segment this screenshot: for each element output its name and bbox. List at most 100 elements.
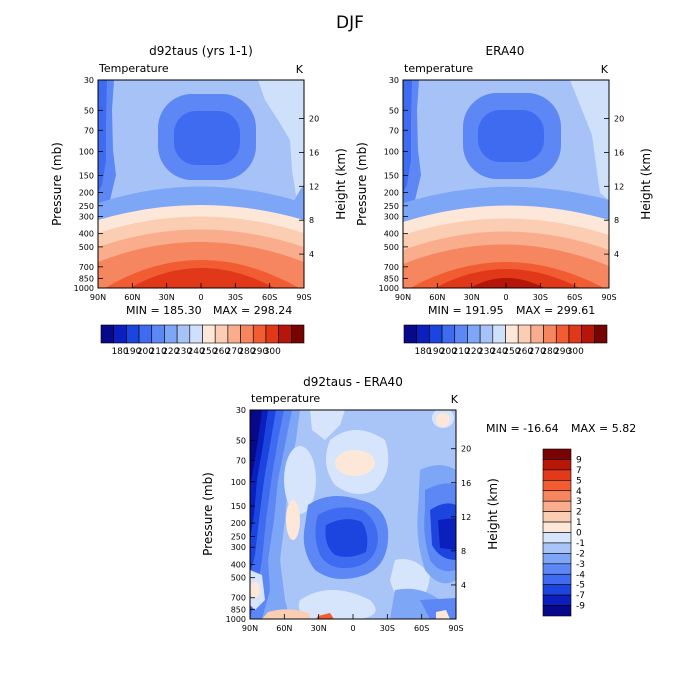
height-tick-label: 12 (614, 182, 624, 191)
panel-model-max-text: MAX = 298.24 (213, 304, 292, 317)
colorbar-label: 2 (576, 508, 582, 518)
colorbar-swatch (542, 584, 572, 596)
colorbar-swatch (113, 324, 127, 344)
pressure-tick-label: 1000 (74, 284, 94, 293)
pressure-tick-label: 400 (79, 230, 94, 239)
colorbar-label: -4 (576, 570, 585, 580)
panel-era-title: ERA40 (486, 44, 525, 58)
colorbar-label: 1 (576, 518, 582, 528)
colorbar-swatch (467, 324, 481, 344)
colorbar-swatch (429, 324, 443, 344)
latitude-tick-label: 90S (448, 624, 463, 633)
colorbar-swatch (594, 324, 608, 344)
colorbar-swatch (151, 324, 165, 344)
colorbar-label: 240 (491, 347, 508, 357)
colorbar-swatch (542, 532, 572, 544)
colorbar-swatch (265, 324, 279, 344)
height-tick-label: 4 (461, 581, 466, 590)
colorbar-label: 300 (264, 347, 281, 357)
colorbar-swatch (542, 594, 572, 606)
panel-era-contour-field (403, 80, 609, 288)
pressure-tick-label: 700 (231, 594, 246, 603)
panel-era-variable-label: temperature (404, 62, 473, 75)
colorbar-swatch (542, 469, 572, 481)
pressure-tick-label: 70 (236, 457, 246, 466)
latitude-tick-label: 60S (262, 293, 277, 302)
panel-diff: d92taus - ERA40 temperature K (201, 375, 636, 633)
panel-model-units: K (296, 63, 304, 76)
panel-era-ylabel: Pressure (mb) (355, 142, 369, 226)
panel-diff-contour-field (250, 410, 456, 619)
pressure-tick-label: 400 (384, 230, 399, 239)
height-tick-label: 16 (309, 148, 319, 157)
pressure-tick-label: 200 (384, 189, 399, 198)
latitude-tick-label: 60S (567, 293, 582, 302)
pressure-tick-label: 250 (79, 202, 94, 211)
colorbar-swatch (227, 324, 241, 344)
pressure-tick-label: 30 (236, 406, 246, 415)
colorbar-swatch (555, 324, 570, 344)
panel-diff-min-text: MIN = -16.64 (486, 422, 559, 435)
panel-diff-axes: 305070100150200250300400500700850100090N… (226, 406, 472, 633)
colorbar-label: -3 (576, 560, 585, 570)
colorbar-label: 260 (213, 347, 230, 357)
latitude-tick-label: 30S (533, 293, 548, 302)
latitude-tick-label: 90N (395, 293, 411, 302)
pressure-tick-label: 850 (79, 274, 94, 283)
pressure-tick-label: 400 (231, 560, 246, 569)
colorbar-label: 290 (251, 347, 268, 357)
colorbar-label: 230 (175, 347, 192, 357)
colorbar-swatch (542, 511, 572, 523)
colorbar-label: 5 (576, 476, 582, 486)
latitude-tick-label: 90S (296, 293, 311, 302)
colorbar-swatch (202, 324, 216, 344)
latitude-tick-label: 90N (90, 293, 106, 302)
colorbar-swatch (542, 573, 572, 585)
latitude-tick-label: 60N (429, 293, 445, 302)
panel-model-y2label: Height (km) (334, 148, 348, 219)
height-tick-label: 20 (461, 445, 471, 454)
colorbar-label: 290 (554, 347, 571, 357)
panel-diff-max-text: MAX = 5.82 (571, 422, 636, 435)
colorbar-label: 220 (465, 347, 482, 357)
panel-diff-ylabel: Pressure (mb) (201, 472, 215, 556)
colorbar-swatch (403, 324, 417, 344)
pressure-tick-label: 200 (231, 519, 246, 528)
latitude-tick-label: 60S (414, 624, 429, 633)
panel-diff-variable-label: temperature (251, 392, 320, 405)
latitude-tick-label: 30S (228, 293, 243, 302)
colorbar-swatch (517, 324, 532, 344)
colorbar-label: 230 (478, 347, 495, 357)
colorbar-swatch (581, 324, 595, 344)
colorbar-label: -9 (576, 602, 585, 612)
latitude-tick-label: 0 (503, 293, 508, 302)
pressure-tick-label: 500 (79, 243, 94, 252)
pressure-tick-label: 100 (79, 147, 94, 156)
panel-model: d92taus (yrs 1-1) Temperature K 30 50 70 10… (50, 44, 348, 357)
pressure-tick-label: 30 (84, 76, 94, 85)
pressure-tick-label: 850 (384, 274, 399, 283)
colorbar-label: -7 (576, 591, 585, 601)
pressure-tick-label: 700 (79, 263, 94, 272)
panel-era-units: K (601, 63, 609, 76)
colorbar-swatch (542, 459, 572, 471)
colorbar-label: 270 (226, 347, 243, 357)
pressure-tick-label: 100 (384, 147, 399, 156)
colorbar-label: 200 (440, 347, 457, 357)
pressure-tick-label: 70 (84, 126, 94, 135)
colorbar-swatch (164, 324, 178, 344)
pressure-tick-label: 300 (231, 543, 246, 552)
colorbar-swatch (542, 563, 572, 575)
latitude-tick-label: 90N (242, 624, 258, 633)
panel-model-contour-field (98, 80, 304, 288)
colorbar-label: -5 (576, 581, 585, 591)
panel-diff-units: K (451, 393, 459, 406)
panel-era: ERA40 temperature K 30507010015020025030… (355, 44, 653, 357)
colorbar-swatch (126, 324, 140, 344)
colorbar-swatch (542, 480, 572, 492)
height-tick-label: 8 (614, 216, 619, 225)
pressure-tick-label: 850 (231, 605, 246, 614)
